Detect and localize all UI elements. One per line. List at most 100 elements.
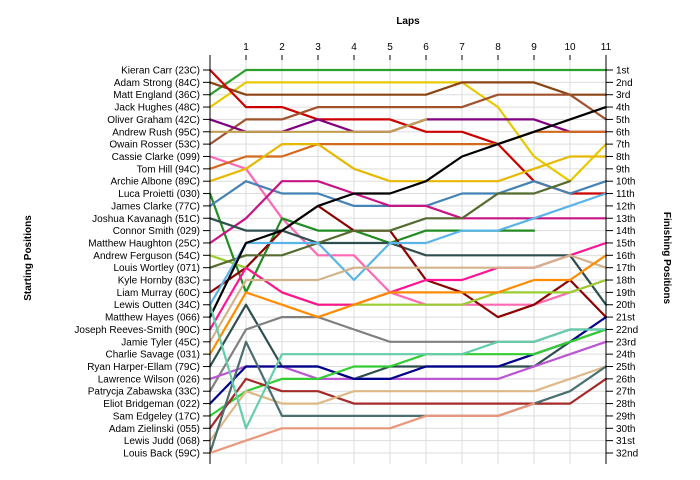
starting-label: Cassie Clarke (099) (112, 152, 200, 163)
starting-label: Charlie Savage (031) (106, 350, 201, 361)
x-tick-label: 11 (601, 42, 612, 53)
finishing-label: 29th (616, 411, 635, 422)
starting-label: Patrycja Zabawska (33C) (88, 387, 200, 398)
finishing-label: 11th (616, 189, 635, 200)
starting-label: Lawrence Wilson (026) (98, 374, 200, 385)
series-line (208, 217, 608, 306)
starting-label: Joseph Reeves-Smith (90C) (74, 325, 200, 336)
finishing-label: 8th (616, 152, 630, 163)
starting-label: Jack Hughes (48C) (114, 103, 200, 114)
series-line (208, 93, 608, 146)
series-line (208, 180, 608, 245)
starting-label: Eliot Bridgeman (022) (103, 399, 200, 410)
starting-label: Matthew Haughton (25C) (88, 238, 200, 249)
finishing-label: 1st (616, 66, 630, 77)
finishing-label: 26th (616, 374, 635, 385)
finishing-label: 12th (616, 201, 635, 212)
finishing-label: 32nd (616, 449, 638, 460)
starting-label: Archie Albone (89C) (111, 177, 201, 188)
finishing-label: 13th (616, 214, 635, 225)
finishing-label: 9th (616, 164, 630, 175)
finishing-label: 27th (616, 387, 635, 398)
series-line (208, 81, 608, 183)
x-tick-label: 8 (495, 42, 501, 53)
x-axis-title: Laps (396, 16, 420, 27)
starting-label: Matt England (36C) (113, 90, 200, 101)
x-tick-label: 3 (315, 42, 321, 53)
finishing-label: 4th (616, 103, 630, 114)
starting-label: Ryan Harper-Ellam (79C) (87, 362, 200, 373)
finishing-label: 18th (616, 276, 635, 287)
x-tick-label: 9 (531, 42, 537, 53)
finishing-label: 24th (616, 350, 635, 361)
finishing-label: 30th (616, 424, 635, 435)
series-line (208, 328, 608, 417)
starting-label: Connor Smith (029) (113, 226, 200, 237)
series-line (208, 180, 572, 269)
finishing-label: 31st (616, 436, 635, 447)
x-tick-label: 2 (279, 42, 285, 53)
series-line (208, 377, 608, 430)
starting-label: Adam Strong (84C) (114, 78, 200, 89)
series-line (208, 402, 536, 455)
series-lines (208, 68, 608, 455)
finishing-label: 25th (616, 362, 635, 373)
starting-label: Louis Back (59C) (123, 449, 200, 460)
series-line (208, 118, 428, 133)
series-line (208, 105, 608, 319)
x-tick-label: 6 (423, 42, 429, 53)
finishing-label: 28th (616, 399, 635, 410)
starting-label: Kyle Hornby (83C) (118, 276, 200, 287)
x-tick-label: 4 (351, 42, 357, 53)
finishing-label: 10th (616, 177, 635, 188)
series-line (208, 340, 608, 455)
starting-label: Oliver Graham (42C) (107, 115, 200, 126)
series-line (208, 303, 608, 380)
starting-label: Luca Proietti (030) (118, 189, 200, 200)
starting-label: Tom Hill (94C) (137, 164, 200, 175)
starting-labels: Kieran Carr (23C)Adam Strong (84C)Matt E… (74, 66, 210, 460)
series-line (208, 254, 608, 343)
finishing-label: 2nd (616, 78, 633, 89)
starting-label: Sam Edgeley (17C) (113, 411, 200, 422)
series-line (208, 68, 608, 96)
series-line (208, 130, 608, 170)
finishing-label: 21st (616, 313, 635, 324)
finishing-label: 22nd (616, 325, 638, 336)
series-line (208, 143, 608, 183)
series-line (208, 204, 608, 319)
series-line (208, 192, 608, 306)
left-axis-title: Starting Positions (23, 215, 34, 301)
finishing-label: 15th (616, 238, 635, 249)
starting-label: Liam Murray (60C) (117, 288, 200, 299)
starting-label: Jamie Tyler (45C) (121, 337, 200, 348)
starting-label: Andrew Ferguson (54C) (93, 251, 200, 262)
starting-label: Owain Rosser (53C) (109, 140, 200, 151)
starting-label: Lewis Outten (34C) (114, 300, 200, 311)
finishing-label: 23rd (616, 337, 636, 348)
finishing-label: 20th (616, 300, 635, 311)
x-tick-label: 1 (243, 42, 249, 53)
finishing-label: 17th (616, 263, 635, 274)
series-line (208, 81, 608, 96)
series-line (208, 254, 608, 356)
finishing-label: 16th (616, 251, 635, 262)
x-tick-label: 10 (564, 42, 576, 53)
starting-label: Adam Zielinski (055) (109, 424, 200, 435)
finishing-label: 5th (616, 115, 630, 126)
starting-label: Louis Wortley (071) (113, 263, 200, 274)
finishing-label: 19th (616, 288, 635, 299)
finishing-label: 14th (616, 226, 635, 237)
starting-label: James Clarke (77C) (111, 201, 200, 212)
right-axis-title: Finishing Positions (661, 212, 672, 305)
starting-label: Lewis Judd (068) (124, 436, 200, 447)
starting-label: Andrew Rush (95C) (112, 127, 200, 138)
series-line (208, 303, 608, 430)
starting-label: Matthew Hayes (066) (105, 313, 200, 324)
x-ticks: 1 2 3 4 5 6 7 8 9 10 11 (243, 42, 612, 60)
starting-label: Joshua Kavanagh (51C) (92, 214, 200, 225)
x-tick-label: 5 (387, 42, 393, 53)
finishing-label: 3rd (616, 90, 630, 101)
